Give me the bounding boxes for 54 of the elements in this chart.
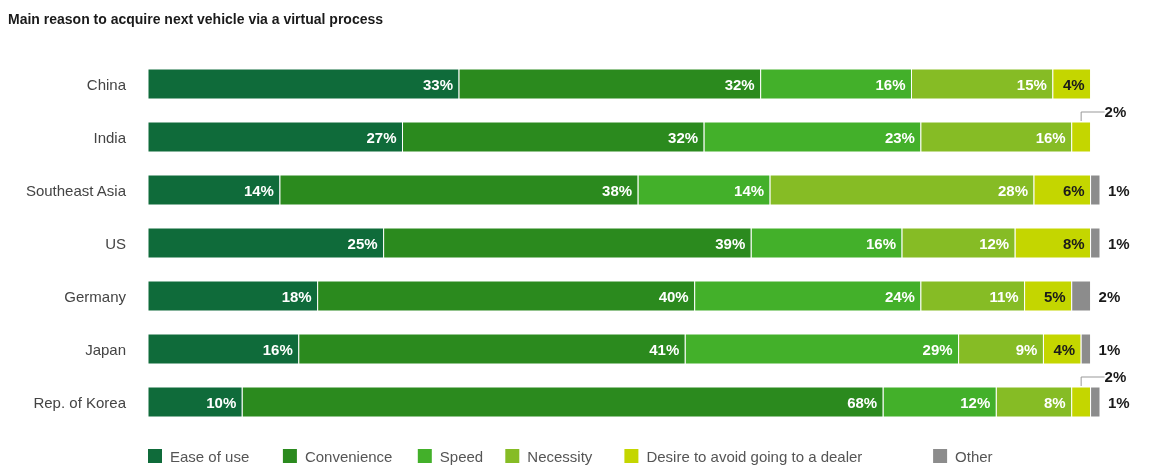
data-label: 24%	[884, 288, 915, 305]
data-label: 11%	[989, 288, 1019, 305]
y-tick-label: Germany	[64, 288, 127, 305]
data-label: 40%	[658, 288, 689, 305]
data-label: 18%	[281, 288, 312, 305]
data-label: 25%	[347, 235, 378, 252]
data-label: 9%	[1015, 341, 1038, 358]
data-label: 16%	[875, 76, 906, 93]
chart-title: Main reason to acquire next vehicle via a virtual process	[8, 11, 384, 27]
data-label: 8%	[1062, 235, 1085, 252]
data-label: 1%	[1108, 394, 1130, 411]
data-label: 5%	[1044, 288, 1066, 305]
data-label: 32%	[668, 129, 699, 146]
data-label: 16%	[262, 341, 293, 358]
data-label: 16%	[866, 235, 897, 252]
data-label: 1%	[1108, 182, 1130, 199]
data-label: 12%	[960, 394, 991, 411]
legend-label: Necessity	[527, 448, 593, 465]
y-tick-label: India	[93, 129, 127, 146]
data-label: 14%	[243, 182, 274, 199]
legend-label: Speed	[439, 448, 484, 465]
data-label: 23%	[884, 129, 915, 146]
legend-label: Convenience	[304, 448, 393, 465]
data-label: 10%	[206, 394, 237, 411]
y-tick-label: US	[105, 235, 126, 252]
data-label: 2%	[1104, 368, 1127, 385]
data-label: 32%	[724, 76, 755, 93]
data-label: 14%	[734, 182, 765, 199]
data-label: 1%	[1098, 341, 1121, 358]
data-label: 68%	[847, 394, 878, 411]
data-label: 15%	[1016, 76, 1047, 93]
data-label: 8%	[1044, 394, 1066, 411]
data-label: 28%	[997, 182, 1029, 199]
legend-label: Ease of use	[170, 448, 250, 465]
data-label: 38%	[602, 182, 633, 199]
data-label: 1%	[1108, 235, 1130, 252]
y-tick-label: Rep. of Korea	[33, 394, 127, 411]
data-label: 41%	[649, 341, 680, 358]
legend-label: Other	[955, 448, 993, 465]
y-tick-label: China	[86, 76, 127, 93]
y-tick-label: Southeast Asia	[25, 182, 127, 199]
y-tick-label: Japan	[85, 341, 126, 358]
data-label: 27%	[366, 129, 397, 146]
data-label: 12%	[979, 235, 1010, 252]
data-label: 4%	[1053, 341, 1076, 358]
data-label: 39%	[715, 235, 746, 252]
data-label: 16%	[1035, 129, 1066, 146]
data-label: 33%	[423, 76, 454, 93]
legend-label: Desire to avoid going to a dealer	[646, 448, 863, 465]
data-label: 2%	[1104, 103, 1127, 120]
data-label: 29%	[922, 341, 953, 358]
data-label: 2%	[1098, 288, 1121, 305]
data-label: 4%	[1062, 76, 1085, 93]
data-label: 6%	[1062, 182, 1085, 199]
